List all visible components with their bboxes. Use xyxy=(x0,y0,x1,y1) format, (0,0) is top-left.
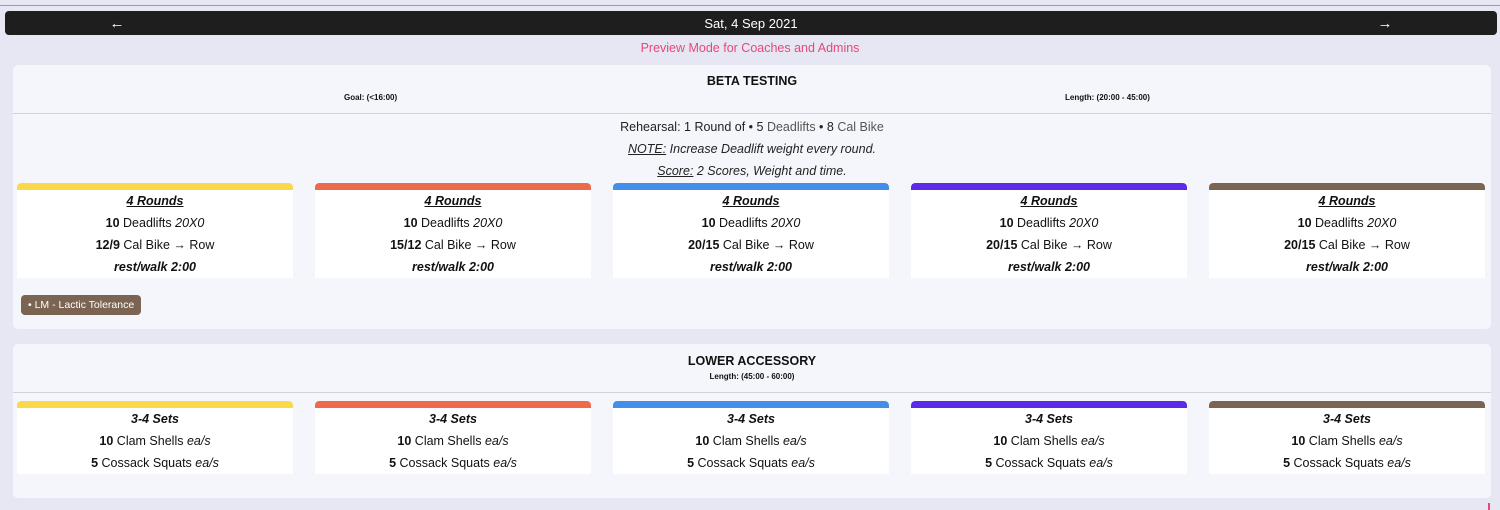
track-color-bar xyxy=(315,401,591,408)
track-color-bar xyxy=(1209,401,1485,408)
rehearsal-mid: • 8 xyxy=(815,120,838,134)
track-rest: rest/walk 2:00 xyxy=(114,260,196,274)
track-cossack-squats: 5 Cossack Squats ea/s xyxy=(389,456,517,470)
track-clam-shells: 10 Clam Shells ea/s xyxy=(397,434,509,448)
stimulus-tag[interactable]: • LM - Lactic Tolerance xyxy=(21,295,142,315)
track-cossack-squats: 5 Cossack Squats ea/s xyxy=(985,456,1113,470)
goal-label: Goal: (<16:00) xyxy=(344,93,398,102)
track-sets: 3-4 Sets xyxy=(727,412,775,426)
track-card: 3-4 Sets 10 Clam Shells ea/s 5 Cossack S… xyxy=(613,401,889,474)
track-card: 4 Rounds 10 Deadlifts 20X0 12/9 Cal Bike… xyxy=(17,183,293,278)
track-card: 3-4 Sets 10 Clam Shells ea/s 5 Cossack S… xyxy=(17,401,293,474)
track-rounds: 4 Rounds xyxy=(1318,194,1376,208)
track-deadlifts: 10 Deadlifts 20X0 xyxy=(999,216,1099,230)
track-sets: 3-4 Sets xyxy=(1025,412,1073,426)
track-card: 4 Rounds 10 Deadlifts 20X0 20/15 Cal Bik… xyxy=(1209,183,1485,278)
track-cossack-squats: 5 Cossack Squats ea/s xyxy=(91,456,219,470)
note-line: NOTE: Increase Deadlift weight every rou… xyxy=(13,142,1491,156)
rehearsal-prefix: Rehearsal: 1 Round of • 5 xyxy=(620,120,767,134)
workout-card-beta-testing: BETA TESTING Goal: (<16:00) Length: (20:… xyxy=(13,65,1491,329)
track-sets: 3-4 Sets xyxy=(429,412,477,426)
track-rounds: 4 Rounds xyxy=(424,194,482,208)
card-title: BETA TESTING xyxy=(706,74,798,88)
track-cossack-squats: 5 Cossack Squats ea/s xyxy=(1283,456,1411,470)
track-color-bar xyxy=(613,183,889,190)
rehearsal-deadlifts: Deadlifts xyxy=(766,120,816,134)
track-clam-shells: 10 Clam Shells ea/s xyxy=(695,434,807,448)
track-color-bar xyxy=(613,401,889,408)
track-sets: 3-4 Sets xyxy=(1323,412,1371,426)
track-list: 3-4 Sets 10 Clam Shells ea/s 5 Cossack S… xyxy=(17,401,1485,474)
track-card: 4 Rounds 10 Deadlifts 20X0 15/12 Cal Bik… xyxy=(315,183,591,278)
date-navigation-bar: ← Sat, 4 Sep 2021 → xyxy=(5,11,1497,35)
track-rounds: 4 Rounds xyxy=(722,194,780,208)
score-label: Score: xyxy=(657,164,694,178)
rehearsal-cal-bike: Cal Bike xyxy=(837,120,884,134)
scroll-indicator xyxy=(1488,503,1490,510)
track-cossack-squats: 5 Cossack Squats ea/s xyxy=(687,456,815,470)
note-label: NOTE: xyxy=(627,142,667,156)
track-clam-shells: 10 Clam Shells ea/s xyxy=(993,434,1105,448)
arrow-left-icon[interactable]: ← xyxy=(109,14,125,32)
length-label: Length: (20:00 - 45:00) xyxy=(1065,93,1150,102)
arrow-right-icon[interactable]: → xyxy=(1377,14,1393,32)
track-card: 3-4 Sets 10 Clam Shells ea/s 5 Cossack S… xyxy=(315,401,591,474)
top-divider xyxy=(0,5,1500,6)
track-rounds: 4 Rounds xyxy=(126,194,184,208)
track-rest: rest/walk 2:00 xyxy=(1008,260,1090,274)
track-card: 3-4 Sets 10 Clam Shells ea/s 5 Cossack S… xyxy=(911,401,1187,474)
note-text: Increase Deadlift weight every round. xyxy=(666,142,877,156)
track-color-bar xyxy=(315,183,591,190)
rehearsal-line: Rehearsal: 1 Round of • 5 Deadlifts • 8 … xyxy=(13,120,1491,134)
track-card: 4 Rounds 10 Deadlifts 20X0 20/15 Cal Bik… xyxy=(911,183,1187,278)
track-rest: rest/walk 2:00 xyxy=(710,260,792,274)
preview-mode-notice: Preview Mode for Coaches and Admins xyxy=(640,41,860,55)
track-color-bar xyxy=(911,183,1187,190)
track-cal-bike: 15/12 Cal Bike → Row xyxy=(390,238,516,252)
track-clam-shells: 10 Clam Shells ea/s xyxy=(1291,434,1403,448)
score-line: Score: 2 Scores, Weight and time. xyxy=(13,164,1491,178)
card-title: LOWER ACCESSORY xyxy=(687,354,817,368)
track-card: 4 Rounds 10 Deadlifts 20X0 20/15 Cal Bik… xyxy=(613,183,889,278)
card-header: BETA TESTING Goal: (<16:00) Length: (20:… xyxy=(13,65,1491,114)
track-sets: 3-4 Sets xyxy=(131,412,179,426)
track-deadlifts: 10 Deadlifts 20X0 xyxy=(105,216,205,230)
track-color-bar xyxy=(911,401,1187,408)
track-cal-bike: 20/15 Cal Bike → Row xyxy=(688,238,814,252)
track-color-bar xyxy=(1209,183,1485,190)
workout-card-lower-accessory: LOWER ACCESSORY Length: (45:00 - 60:00) … xyxy=(13,344,1491,498)
track-rest: rest/walk 2:00 xyxy=(412,260,494,274)
track-cal-bike: 20/15 Cal Bike → Row xyxy=(1284,238,1410,252)
card-header: LOWER ACCESSORY Length: (45:00 - 60:00) xyxy=(13,344,1491,393)
track-deadlifts: 10 Deadlifts 20X0 xyxy=(403,216,503,230)
score-text: 2 Scores, Weight and time. xyxy=(693,164,847,178)
track-list: 4 Rounds 10 Deadlifts 20X0 12/9 Cal Bike… xyxy=(17,183,1485,278)
track-deadlifts: 10 Deadlifts 20X0 xyxy=(1297,216,1397,230)
current-date: Sat, 4 Sep 2021 xyxy=(704,15,798,31)
track-clam-shells: 10 Clam Shells ea/s xyxy=(99,434,211,448)
track-rounds: 4 Rounds xyxy=(1020,194,1078,208)
track-cal-bike: 12/9 Cal Bike → Row xyxy=(95,238,215,252)
track-card: 3-4 Sets 10 Clam Shells ea/s 5 Cossack S… xyxy=(1209,401,1485,474)
track-cal-bike: 20/15 Cal Bike → Row xyxy=(986,238,1112,252)
track-color-bar xyxy=(17,183,293,190)
length-label: Length: (45:00 - 60:00) xyxy=(709,372,795,381)
track-deadlifts: 10 Deadlifts 20X0 xyxy=(701,216,801,230)
track-rest: rest/walk 2:00 xyxy=(1306,260,1388,274)
track-color-bar xyxy=(17,401,293,408)
